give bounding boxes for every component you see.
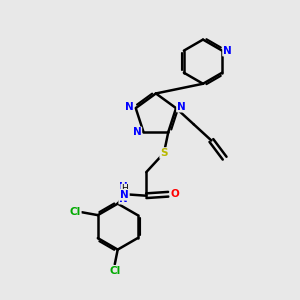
Text: O: O [170, 189, 179, 199]
Text: N: N [125, 102, 134, 112]
Text: H
N: H N [119, 182, 128, 204]
Text: Cl: Cl [109, 266, 120, 276]
Text: Cl: Cl [70, 207, 81, 217]
Text: N: N [133, 128, 141, 137]
Text: S: S [160, 148, 168, 158]
Text: N: N [223, 46, 232, 56]
Text: N: N [120, 190, 129, 200]
Text: N: N [177, 102, 186, 112]
Text: H: H [121, 184, 128, 194]
